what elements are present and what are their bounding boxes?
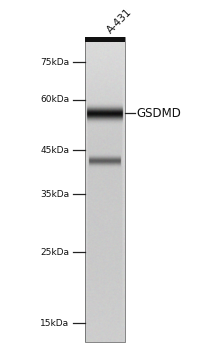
Text: 25kDa: 25kDa — [40, 247, 69, 257]
Text: 35kDa: 35kDa — [40, 190, 69, 199]
Text: 75kDa: 75kDa — [40, 58, 69, 67]
Text: GSDMD: GSDMD — [137, 107, 182, 120]
Text: 60kDa: 60kDa — [40, 95, 69, 104]
Bar — [85, 37, 125, 42]
Text: 45kDa: 45kDa — [40, 146, 69, 155]
Text: A-431: A-431 — [105, 7, 134, 35]
Bar — [85, 37, 125, 342]
Text: 15kDa: 15kDa — [40, 319, 69, 328]
